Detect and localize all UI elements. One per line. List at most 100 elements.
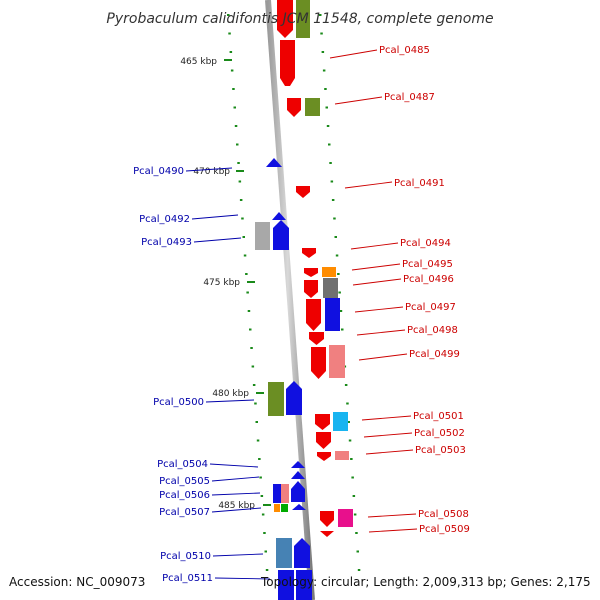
track-dot [230,69,234,72]
gene-label[interactable]: Pcal_0491 [394,178,445,189]
gene-feature[interactable] [311,347,326,379]
gene-feature[interactable] [304,268,318,277]
track-dot [255,421,258,423]
gene-feature[interactable] [296,0,310,38]
gene-feature[interactable] [338,509,353,527]
gene-feature[interactable] [333,412,348,431]
track-dot [352,495,356,497]
gene-label[interactable]: Pcal_0500 [153,397,204,408]
gene-feature[interactable] [281,504,288,512]
kbp-tick-label: 470 kbp [193,167,230,177]
gene-feature[interactable] [305,98,320,116]
gene-label[interactable]: Pcal_0494 [400,238,451,249]
gene-label[interactable]: Pcal_0497 [405,302,456,313]
gene-label[interactable]: Pcal_0505 [159,476,210,487]
gene-label[interactable]: Pcal_0504 [157,459,208,470]
gene-label[interactable]: Pcal_0492 [139,214,190,225]
gene-feature[interactable] [255,222,270,250]
gene-label[interactable]: Pcal_0510 [160,551,211,562]
gene-feature[interactable] [320,511,334,527]
gene-feature[interactable] [302,248,316,258]
accession-text: Accession: NC_009073 [9,575,145,589]
gene-label[interactable]: Pcal_0503 [415,445,466,456]
track-dot [263,532,266,534]
track-dot [338,291,341,294]
gene-feature[interactable] [291,481,305,502]
gene-label[interactable]: Pcal_0509 [419,524,470,535]
gene-label[interactable]: Pcal_0506 [159,490,210,501]
gene-feature[interactable] [280,40,295,86]
track-dot [326,125,330,127]
track-dot [243,254,247,257]
gene-feature[interactable] [294,538,310,568]
track-dot [256,439,260,442]
gene-label[interactable]: Pcal_0485 [379,45,430,56]
gene-feature[interactable] [278,570,294,600]
track-dot [234,125,238,127]
track-dot [227,14,230,16]
gene-feature[interactable] [272,212,286,220]
gene-label[interactable]: Pcal_0493 [141,237,192,248]
gene-label[interactable]: Pcal_0511 [162,573,213,584]
right-gene-labels: Pcal_0485 Pcal_0487 Pcal_0491 Pcal_0494 … [379,45,470,535]
gene-feature[interactable] [296,186,310,198]
track-dot [237,162,240,164]
gene-label[interactable]: Pcal_0501 [413,411,464,422]
gene-feature[interactable] [325,298,340,331]
gene-feature[interactable] [296,570,312,600]
gene-label[interactable]: Pcal_0498 [407,325,458,336]
gene-label[interactable]: Pcal_0508 [418,509,469,520]
track-dot [333,217,336,220]
track-dot [320,32,323,35]
gene-feature[interactable] [316,432,331,449]
gene-label[interactable]: Pcal_0490 [133,166,184,177]
gene-feature[interactable] [320,531,334,537]
track-dot [341,328,344,331]
kbp-markers: 465 kbp 470 kbp 475 kbp 480 kbp 485 kbp [180,57,271,511]
gene-label[interactable]: Pcal_0499 [409,349,460,360]
gene-feature[interactable] [291,471,305,479]
track-dot [328,143,331,146]
gene-feature[interactable] [273,484,281,503]
track-dot [353,513,357,516]
gene-feature[interactable] [266,158,282,167]
gene-feature[interactable] [292,504,306,510]
gene-feature[interactable] [286,381,302,415]
kbp-tick-label: 480 kbp [212,389,249,399]
gene-feature[interactable] [322,267,336,277]
gene-feature[interactable] [287,98,301,117]
track-dot [335,254,339,257]
track-dot [247,310,251,312]
gene-label[interactable]: Pcal_0496 [403,274,454,285]
track-dot [258,458,261,460]
track-dot [350,458,353,460]
gene-feature[interactable] [274,504,280,512]
gene-feature[interactable] [281,484,289,503]
page-title: Pyrobaculum calidifontis JCM 11548, comp… [106,11,493,27]
gene-feature[interactable] [273,220,289,250]
gene-feature[interactable] [317,452,331,461]
gene-feature[interactable] [323,278,338,298]
gene-feature[interactable] [277,0,293,38]
gene-feature[interactable] [304,280,318,298]
gene-label[interactable]: Pcal_0487 [384,92,435,103]
gene-feature[interactable] [329,345,345,378]
gene-feature[interactable] [268,382,284,416]
track-dot [337,273,340,275]
gene-feature[interactable] [309,332,324,345]
kbp-tick-label: 485 kbp [218,501,255,511]
gene-label[interactable]: Pcal_0502 [414,428,465,439]
track-dot [351,476,354,479]
track-dot [324,88,327,90]
gene-feature[interactable] [335,451,349,460]
gene-label[interactable]: Pcal_0507 [159,507,210,518]
gene-feature[interactable] [315,414,330,430]
gene-feature[interactable] [306,299,321,331]
track-dot [254,402,257,405]
gene-feature[interactable] [291,461,305,468]
gene-label[interactable]: Pcal_0495 [402,259,453,270]
track-dot [321,51,325,53]
gene-feature[interactable] [276,538,292,568]
